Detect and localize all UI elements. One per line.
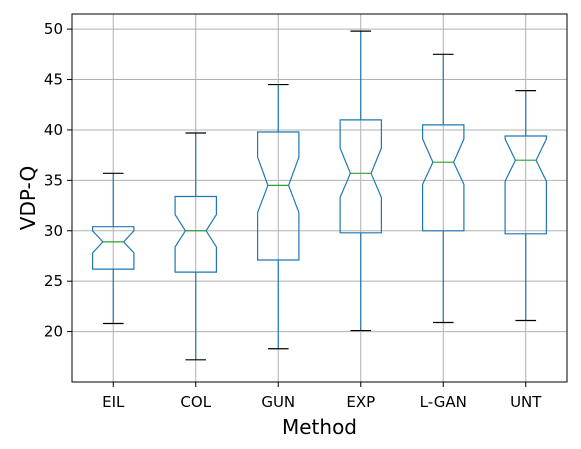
grid-lines [72,14,567,382]
notched-box [339,119,382,234]
box-eil [91,172,135,325]
notched-box [257,131,300,261]
x-tick-label: COL [180,393,211,411]
y-tick-label: 25 [44,272,63,290]
x-tick-label: EIL [102,393,125,411]
axis-ticks: 20 25 30 35 40 45 50 EIL COL GUN EXP L-GAN UNT [44,20,542,411]
box-gun [257,83,300,350]
x-tick-label: L-GAN [420,393,467,411]
notched-box [91,226,135,270]
y-axis-label: VDP-Q [16,166,40,230]
y-tick-label: 50 [44,20,63,38]
box-series [91,30,548,361]
y-tick-label: 40 [44,121,63,139]
plot-frame [71,13,568,383]
box-unt [504,90,548,322]
x-tick-label: GUN [261,393,295,411]
y-tick-label: 35 [44,171,63,189]
x-tick-label: UNT [510,393,542,411]
x-axis-label: Method [282,415,357,439]
notched-box [422,124,465,232]
y-tick-label: 45 [44,71,63,89]
y-tick-label: 20 [44,323,63,341]
x-tick-label: EXP [346,393,375,411]
box-col [174,132,217,361]
y-tick-label: 30 [44,222,63,240]
notched-box [504,135,548,235]
box-l-gan [422,53,465,324]
notched-box [174,195,217,273]
box-exp [339,30,382,332]
